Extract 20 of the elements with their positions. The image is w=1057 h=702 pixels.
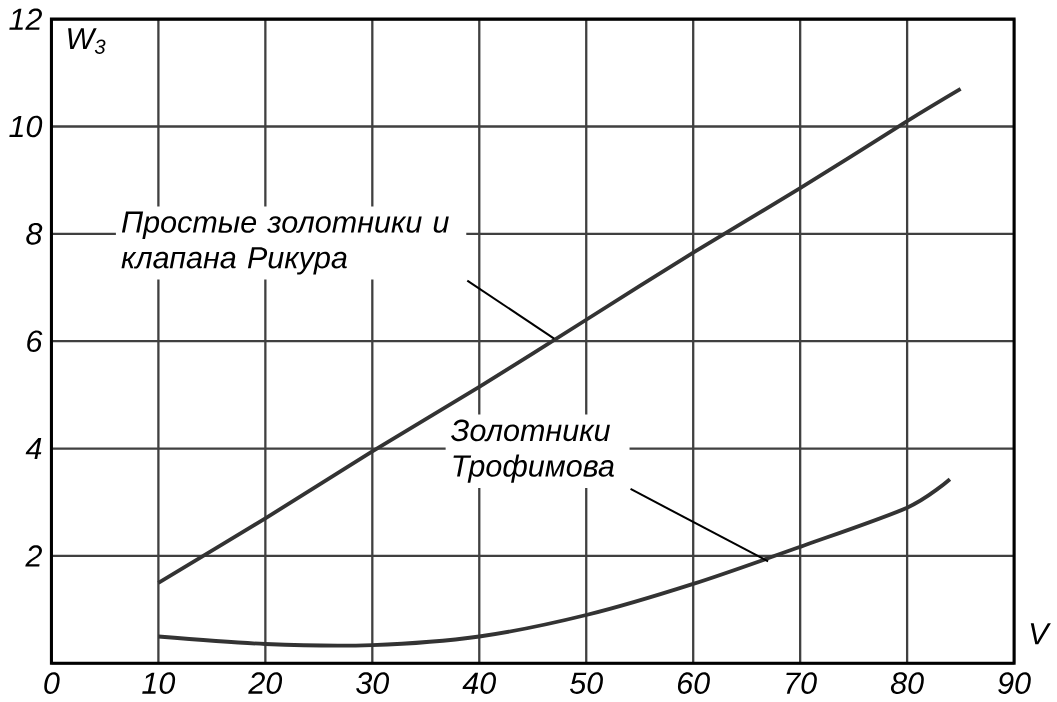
y-tick-label: 8	[26, 222, 43, 245]
y-axis-title: W$_{3}$	[68, 27, 106, 54]
x-tick-label: 50	[569, 672, 603, 694]
y-tick-label: 4	[25, 437, 42, 459]
y-tick-label: 10	[9, 115, 43, 138]
annotation: Простые золотники и клапана Рикура	[121, 211, 449, 275]
x-tick-label: 80	[890, 672, 924, 694]
x-axis-title: V	[1030, 622, 1051, 644]
x-tick-label: 40	[462, 672, 496, 694]
x-tick-label: 60	[677, 672, 710, 694]
x-tick-label: 70	[786, 672, 817, 694]
x-tick-label: 0	[44, 672, 60, 694]
x-tick-label: 20	[248, 672, 283, 694]
y-tick-label: 2	[25, 545, 42, 567]
y-tick-label: 6	[27, 330, 43, 352]
annotation: Золотники Трофимова	[451, 419, 614, 483]
x-tick-label: 10	[142, 672, 176, 694]
x-tick-label: 30	[356, 672, 390, 694]
y-tick-label: 12	[9, 8, 42, 30]
x-tick-label: 90	[998, 672, 1031, 694]
